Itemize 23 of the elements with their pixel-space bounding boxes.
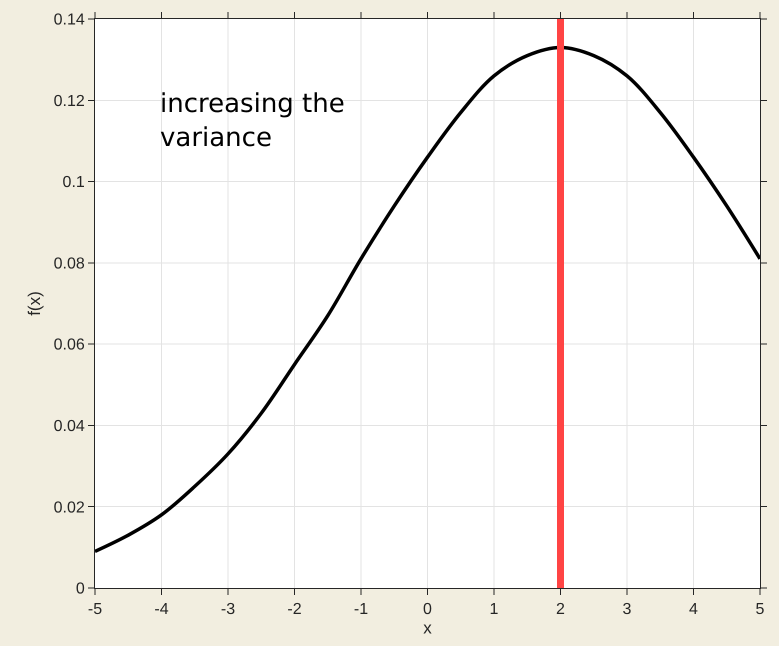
x-tick-label: 2 [556, 601, 566, 618]
y-tick-label: 0 [76, 580, 85, 598]
line-series [95, 46, 760, 554]
annotation: increasing the variance [160, 89, 345, 153]
y-tick-label: 0.14 [54, 12, 85, 29]
y-tick-label: 0.1 [62, 174, 85, 192]
x-tick-label: -3 [220, 601, 236, 618]
x-tick-label: 0 [423, 601, 432, 618]
x-tick-label: -2 [287, 601, 302, 618]
x-tick-label: 4 [689, 601, 698, 618]
y-axis-title: f(x) [25, 291, 44, 316]
x-axis-title: x [423, 618, 432, 638]
y-tick-label: 0.06 [54, 336, 85, 354]
x-tick-label: -5 [88, 601, 102, 618]
y-tick-label: 0.12 [54, 92, 85, 110]
x-tick-label: -4 [154, 601, 169, 618]
x-tick-label: 1 [490, 601, 499, 618]
x-tick-label: 3 [622, 601, 632, 618]
x-tick-label: -1 [354, 601, 368, 618]
y-tick-label: 0.08 [54, 255, 85, 272]
y-tick-label: 0.02 [54, 499, 85, 516]
y-tick-label: 0.04 [54, 418, 85, 436]
x-tick-label: 5 [756, 601, 765, 618]
